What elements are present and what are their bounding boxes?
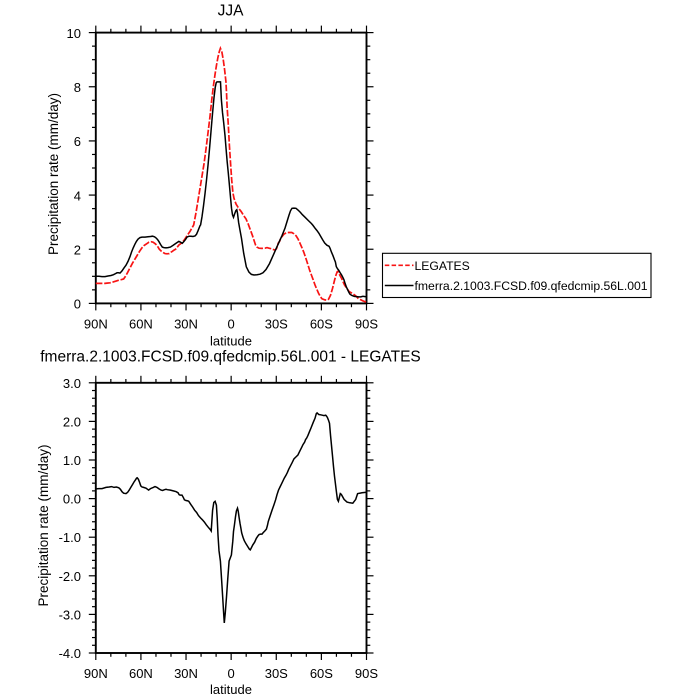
svg-text:60S: 60S bbox=[310, 316, 333, 331]
svg-text:Precipitation rate (mm/day): Precipitation rate (mm/day) bbox=[36, 444, 51, 606]
svg-text:JJA: JJA bbox=[218, 2, 245, 19]
svg-text:2: 2 bbox=[74, 242, 81, 257]
svg-text:60N: 60N bbox=[129, 666, 153, 681]
svg-text:0: 0 bbox=[227, 316, 234, 331]
svg-text:0: 0 bbox=[74, 297, 81, 312]
svg-text:fmerra.2.1003.FCSD.f09.qfedcmi: fmerra.2.1003.FCSD.f09.qfedcmip.56L.001 bbox=[415, 279, 648, 293]
svg-text:0: 0 bbox=[227, 666, 234, 681]
svg-text:1.0: 1.0 bbox=[63, 453, 81, 468]
svg-text:30N: 30N bbox=[174, 316, 198, 331]
svg-text:90N: 90N bbox=[84, 316, 108, 331]
svg-text:LEGATES: LEGATES bbox=[415, 259, 470, 273]
svg-text:0.0: 0.0 bbox=[63, 492, 81, 507]
svg-text:4: 4 bbox=[74, 188, 81, 203]
svg-text:3.0: 3.0 bbox=[63, 376, 81, 391]
svg-text:latitude: latitude bbox=[210, 333, 252, 348]
svg-text:60S: 60S bbox=[310, 666, 333, 681]
svg-text:latitude: latitude bbox=[210, 682, 252, 697]
svg-text:fmerra.2.1003.FCSD.f09.qfedcmi: fmerra.2.1003.FCSD.f09.qfedcmip.56L.001 … bbox=[40, 349, 421, 366]
svg-text:2.0: 2.0 bbox=[63, 414, 81, 429]
svg-text:-1.0: -1.0 bbox=[59, 530, 81, 545]
svg-text:30N: 30N bbox=[174, 666, 198, 681]
svg-text:6: 6 bbox=[74, 134, 81, 149]
svg-text:30S: 30S bbox=[265, 316, 288, 331]
svg-text:60N: 60N bbox=[129, 316, 153, 331]
svg-text:-2.0: -2.0 bbox=[59, 569, 81, 584]
svg-text:90N: 90N bbox=[84, 666, 108, 681]
svg-text:8: 8 bbox=[74, 80, 81, 95]
svg-text:-4.0: -4.0 bbox=[59, 646, 81, 661]
svg-text:10: 10 bbox=[67, 26, 81, 41]
svg-text:90S: 90S bbox=[355, 316, 378, 331]
svg-text:-3.0: -3.0 bbox=[59, 607, 81, 622]
svg-text:90S: 90S bbox=[355, 666, 378, 681]
svg-text:30S: 30S bbox=[265, 666, 288, 681]
svg-text:Precipitation rate (mm/day): Precipitation rate (mm/day) bbox=[46, 93, 61, 255]
